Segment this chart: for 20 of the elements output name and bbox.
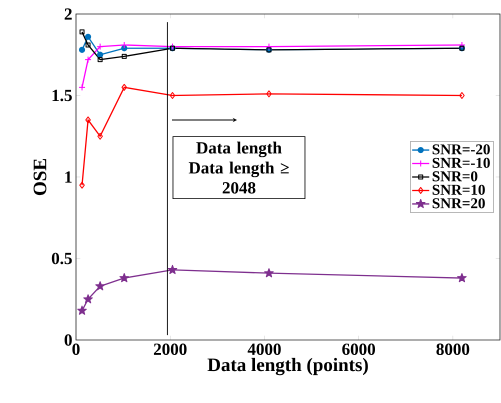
legend-label: SNR=0 <box>432 171 478 182</box>
legend-label: SNR=10 <box>432 184 485 195</box>
x-tick-label: 2000 <box>154 344 187 355</box>
legend-label: SNR=20 <box>432 198 485 208</box>
legend-label: SNR=-10 <box>432 158 490 168</box>
annotation: 2048 <box>222 182 256 194</box>
legend-label: SNR=-20 <box>432 144 490 154</box>
x-tick-label: 6000 <box>342 344 376 355</box>
x-tick-label: 4000 <box>248 344 281 355</box>
annotation: Data length <box>196 142 282 158</box>
y-tick-label: 1.5 <box>52 90 72 102</box>
y-tick-label: 0 <box>64 334 72 346</box>
y-tick-label: 2 <box>64 8 72 20</box>
x-tick-label: 0 <box>72 344 80 355</box>
y-tick-label: 1 <box>65 171 72 183</box>
y-axis-title: OSE <box>34 158 46 196</box>
x-tick-label: 8000 <box>436 344 470 355</box>
y-tick-label: 0.5 <box>52 252 72 264</box>
annotation: Data length ≥ <box>188 162 289 178</box>
x-axis-title: Data length (points) <box>208 358 368 376</box>
